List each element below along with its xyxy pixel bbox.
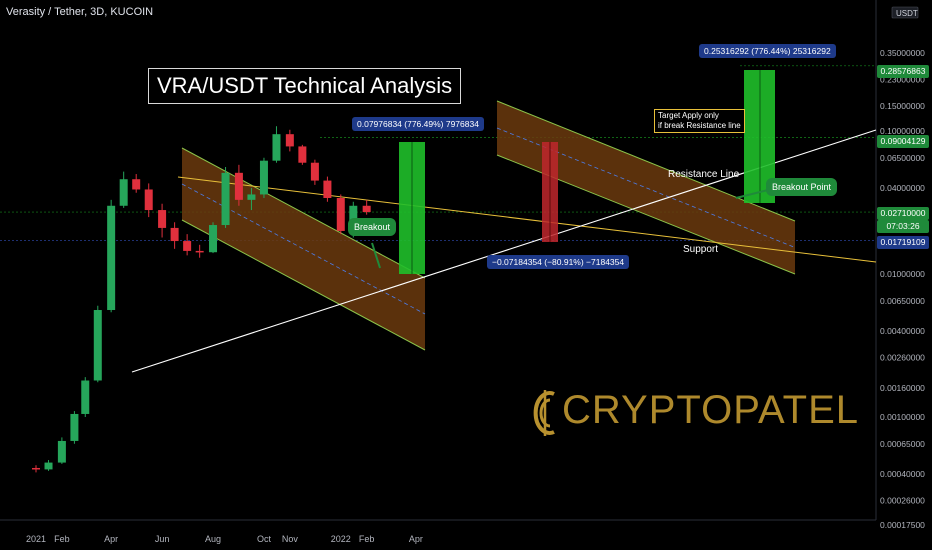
candle-body bbox=[170, 227, 179, 242]
candle-body bbox=[144, 189, 153, 211]
y-axis-unit-box bbox=[891, 6, 919, 19]
candle-body bbox=[44, 462, 53, 470]
x-tick-label: Apr bbox=[104, 534, 118, 544]
breakout-point-pointer bbox=[735, 189, 769, 199]
y-tick-label: 0.35000000 bbox=[880, 48, 925, 58]
candle-body bbox=[81, 380, 90, 414]
y-axis-unit-label: USDT bbox=[896, 9, 918, 18]
channel-1-lower bbox=[181, 219, 426, 351]
price-tag-mid: 0.09004129 bbox=[877, 135, 929, 148]
gain-label-2: 0.25316292 (776.44%) 25316292 bbox=[699, 44, 836, 58]
candle-body bbox=[247, 194, 256, 200]
channel-1-upper bbox=[181, 147, 426, 279]
candle-body bbox=[221, 172, 230, 226]
gain-label-1: 0.07976834 (776.49%) 7976834 bbox=[352, 117, 484, 131]
x-tick-label: Apr bbox=[409, 534, 423, 544]
x-tick-label: Nov bbox=[282, 534, 299, 544]
channel-2-midline bbox=[496, 127, 796, 248]
x-tick-label: Aug bbox=[205, 534, 221, 544]
y-tick-label: 0.00260000 bbox=[880, 353, 925, 363]
support-trend-line bbox=[177, 176, 877, 263]
candle-body bbox=[132, 179, 141, 190]
x-tick-label: Feb bbox=[54, 534, 70, 544]
breakout-pointer bbox=[371, 242, 381, 269]
cryptopatel-logo-icon bbox=[533, 390, 555, 436]
watermark-text: CRYPTOPATEL bbox=[562, 388, 860, 432]
candle-body bbox=[285, 134, 294, 147]
countdown-tag: 07:03:26 bbox=[877, 220, 929, 233]
y-tick-label: 0.00650000 bbox=[880, 296, 925, 306]
x-tick-label: 2022 bbox=[331, 534, 351, 544]
price-tag-current: 0.02710000 bbox=[877, 207, 929, 220]
support-label: Support bbox=[683, 244, 719, 255]
candle-body bbox=[259, 160, 268, 195]
candle-body bbox=[209, 225, 218, 253]
candle-body bbox=[70, 413, 79, 441]
y-tick-label: 0.00160000 bbox=[880, 383, 925, 393]
y-tick-label: 0.23000000 bbox=[880, 74, 925, 84]
y-tick-label: 0.06500000 bbox=[880, 153, 925, 163]
candle-body bbox=[310, 162, 319, 181]
candle-body bbox=[336, 197, 345, 231]
symbol-header: Verasity / Tether, 3D, KUCOIN bbox=[6, 6, 154, 18]
y-tick-label: 0.15000000 bbox=[880, 101, 925, 111]
candle-body bbox=[234, 172, 243, 200]
y-tick-label: 0.04000000 bbox=[880, 183, 925, 193]
candle-body bbox=[32, 467, 40, 470]
x-tick-label: Jun bbox=[155, 534, 170, 544]
candle-body bbox=[272, 134, 281, 161]
price-tag-lower: 0.01719109 bbox=[877, 236, 929, 249]
y-tick-label: 0.00400000 bbox=[880, 326, 925, 336]
x-tick-label: Oct bbox=[257, 534, 272, 544]
breakout-point-label: Breakout Point bbox=[766, 178, 838, 196]
candle-body bbox=[362, 205, 371, 213]
resistance-line-label: Resistance Line bbox=[668, 169, 740, 180]
breakout-label: Breakout bbox=[348, 218, 397, 236]
analysis-title: VRA/USDT Technical Analysis bbox=[148, 68, 462, 104]
drop-label-1: −0.07184354 (−80.91%) −7184354 bbox=[487, 255, 630, 269]
y-tick-label: 0.00017500 bbox=[880, 520, 925, 530]
candle-body bbox=[323, 180, 332, 198]
y-tick-label: 0.00065000 bbox=[880, 439, 925, 449]
candle-body bbox=[119, 179, 128, 206]
candle-body bbox=[195, 250, 204, 253]
target-note: Target Apply only if break Resistance li… bbox=[654, 109, 745, 133]
candle-body bbox=[57, 440, 66, 463]
y-tick-label: 0.00100000 bbox=[880, 412, 925, 422]
candle-body bbox=[183, 241, 192, 251]
price-tag-upper: 0.28576863 bbox=[877, 65, 929, 78]
y-tick-label: 0.00026000 bbox=[880, 496, 925, 506]
y-tick-label: 0.10000000 bbox=[880, 126, 925, 136]
x-tick-label: Feb bbox=[359, 534, 375, 544]
candle-body bbox=[107, 205, 116, 311]
target-note-line-2: if break Resistance line bbox=[658, 121, 741, 130]
candle-body bbox=[93, 310, 102, 381]
y-tick-label: 0.00040000 bbox=[880, 469, 925, 479]
channel-2-fill bbox=[497, 101, 795, 274]
candle-body bbox=[158, 210, 167, 228]
x-tick-label: 2021 bbox=[26, 534, 46, 544]
target-note-line-1: Target Apply only bbox=[658, 111, 719, 120]
candle-body bbox=[298, 146, 307, 163]
y-tick-label: 0.01000000 bbox=[880, 269, 925, 279]
